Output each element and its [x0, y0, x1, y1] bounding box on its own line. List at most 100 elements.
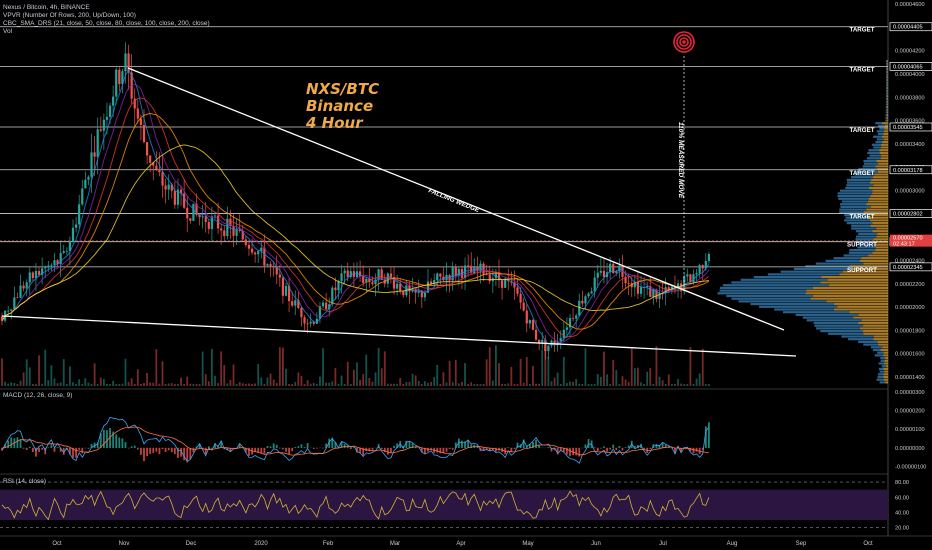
volume-profile-bar-up [885, 60, 888, 63]
volume-profile-bar-up [877, 132, 884, 136]
candle-body [229, 218, 232, 227]
candle-body [467, 265, 470, 267]
macd-histogram-bar [624, 447, 627, 449]
volume-profile-bar-up [845, 186, 869, 190]
volume-profile-bar-up [738, 300, 827, 303]
volume-profile-bar-down [887, 76, 888, 79]
volume-bar [263, 383, 266, 386]
volume-profile-bar-up [877, 375, 884, 379]
candle-body [590, 291, 593, 294]
target-icon-ring-0 [673, 31, 695, 53]
macd-histogram-bar [615, 447, 618, 451]
candle-body [371, 282, 374, 285]
macd-histogram-bar [535, 439, 537, 449]
volume-bar [606, 374, 608, 386]
volume-profile-bar-down [812, 286, 888, 289]
macd-histogram-bar [47, 447, 50, 449]
volume-bar [254, 383, 257, 386]
volume-profile-bar-up [840, 189, 873, 192]
indicator-vpvr[interactable]: VPVR (Number Of Rows, 200, Up/Down, 100) [3, 12, 136, 19]
candle-body [321, 302, 325, 307]
macd-histogram-bar [115, 434, 118, 449]
volume-profile-bar-down [878, 162, 888, 165]
price-tick-4: 0.00003800 [895, 95, 925, 101]
volume-profile-bar-down [826, 300, 888, 303]
volume-bar [121, 383, 124, 386]
symbol-line[interactable]: Nexus / Bitcoin, 4h, BINANCE [3, 4, 90, 11]
candle-body [346, 270, 349, 277]
volume-profile-bar-down [887, 78, 888, 82]
macd-title[interactable]: MACD (12, 26, close, 9) [3, 392, 73, 399]
candle-body [173, 190, 176, 205]
moving-average-35 [1, 144, 709, 321]
level-price-0: 0.00004405 [893, 25, 923, 31]
volume-profile-bar-down [873, 335, 888, 338]
volume-bar [677, 379, 679, 386]
candle-body [587, 293, 590, 297]
volume-bar [704, 383, 707, 386]
volume-bar [451, 382, 454, 386]
volume-profile-bar-down [843, 270, 888, 273]
macd-histogram-bar [170, 447, 173, 453]
moving-average-9 [1, 84, 710, 344]
volume-profile-bar-down [858, 313, 888, 316]
candle-body [250, 248, 254, 253]
indicator-vol[interactable]: Vol [3, 28, 13, 35]
candle-body [170, 184, 173, 191]
volume-profile-bar-down [887, 119, 888, 122]
volume-profile-bar-down [887, 111, 888, 114]
volume-profile-bar-up [885, 89, 888, 92]
macd-histogram-bar [127, 447, 130, 449]
candle-body [303, 317, 306, 324]
volume-profile-bar-up [863, 159, 877, 163]
macd-histogram-bar [84, 447, 87, 449]
volume-profile-bar-up [885, 62, 888, 65]
volume-bar [269, 373, 272, 386]
volume-bar [118, 383, 121, 386]
current-price-box [890, 234, 932, 247]
macd-histogram-bar [152, 447, 155, 453]
volume-profile-bar-up [877, 351, 884, 354]
volume-profile-bar-up [885, 114, 887, 117]
volume-profile-bar-down [873, 338, 888, 341]
rsi-tick-3: 20.00 [895, 526, 909, 532]
candle-body [445, 275, 448, 281]
rsi-title[interactable]: RSI (14, close) [3, 478, 46, 485]
candle-body [127, 53, 130, 73]
candle-body [272, 266, 275, 268]
volume-bar [488, 347, 491, 386]
volume-bar [177, 383, 179, 386]
volume-profile-bar-down [870, 205, 888, 208]
volume-bar [65, 383, 68, 386]
candle-body [44, 267, 47, 269]
volume-profile-bar-down [887, 97, 888, 100]
volume-profile-bar-down [805, 292, 888, 295]
volume-bar [7, 383, 10, 386]
candle-body [53, 260, 56, 265]
macd-histogram-bar [173, 447, 176, 455]
candle-body [71, 227, 75, 242]
volume-bar [473, 384, 476, 386]
macd-histogram-bar [559, 447, 562, 452]
candle-body [337, 281, 340, 291]
volume-profile-bar-up [740, 278, 828, 281]
volume-profile-bar-down [873, 184, 888, 187]
macd-histogram-bar [167, 447, 170, 451]
macd-histogram-bar [189, 447, 192, 459]
candle-body [142, 125, 146, 143]
volume-profile-bar-up [885, 70, 888, 73]
candle-body [139, 118, 143, 126]
candle-body [618, 265, 621, 272]
candle-body [664, 287, 667, 294]
indicator-sma[interactable]: CBC_SMA_DRS (21, close, 50, close, 80, c… [3, 20, 210, 27]
candle-body [463, 265, 467, 278]
volume-bar [297, 372, 300, 386]
volume-profile-bar-up [872, 348, 881, 352]
volume-profile-bar-up [878, 373, 884, 376]
volume-bar [59, 382, 62, 386]
volume-profile-bar-down [887, 68, 888, 71]
volume-bar [485, 359, 488, 386]
volume-bar [16, 383, 19, 386]
volume-bar [72, 382, 74, 386]
level-label-3: TARGET [850, 170, 875, 177]
